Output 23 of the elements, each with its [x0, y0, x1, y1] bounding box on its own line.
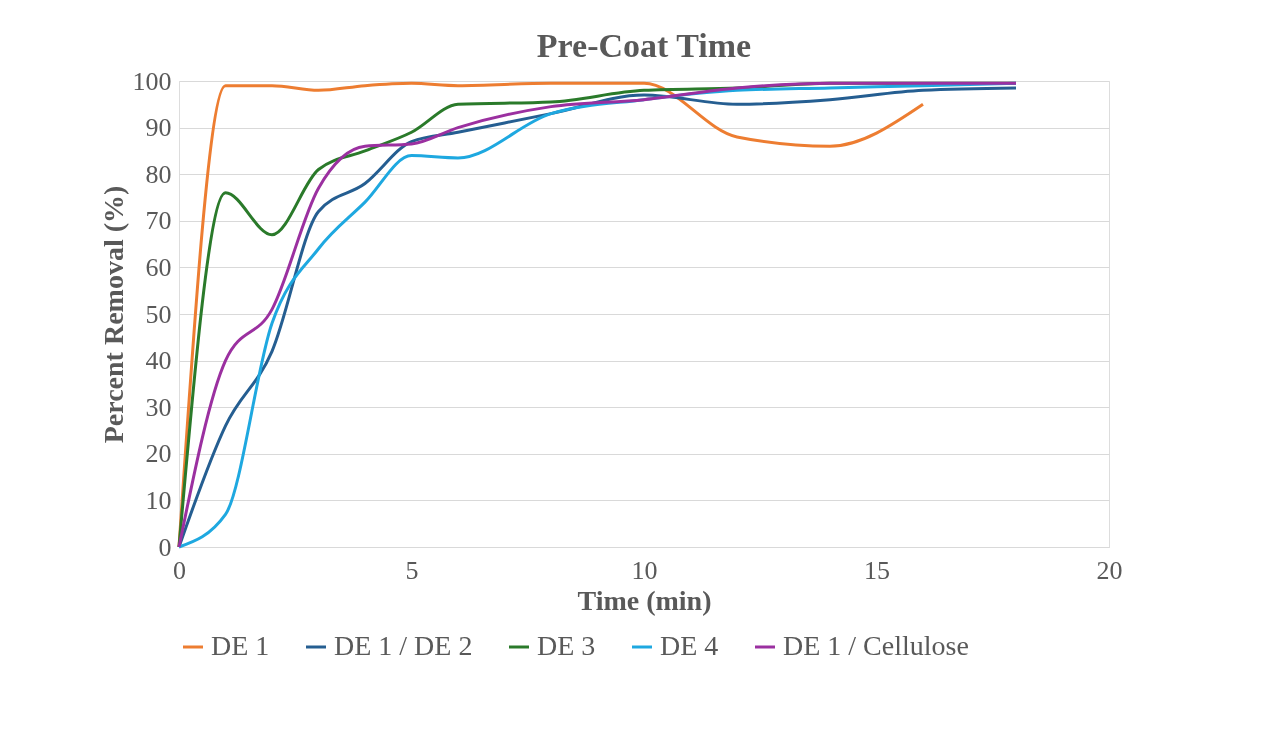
y-tick-label: 0 — [158, 532, 172, 562]
y-tick-label: 50 — [145, 299, 172, 329]
x-tick-label: 10 — [631, 555, 658, 585]
legend-label: DE 1 / DE 2 — [334, 630, 473, 661]
x-tick-label: 5 — [405, 555, 419, 585]
y-tick-label: 60 — [145, 252, 172, 282]
x-tick-label: 15 — [864, 555, 890, 585]
y-tick-label: 20 — [145, 439, 172, 469]
legend-label: DE 1 — [211, 630, 270, 661]
y-axis-title: Percent Removal (%) — [97, 185, 129, 444]
x-tick-label: 20 — [1096, 555, 1123, 585]
y-tick-label: 10 — [145, 485, 172, 515]
y-tick-label: 80 — [145, 159, 172, 189]
y-tick-label: 30 — [145, 392, 172, 422]
legend-label: DE 4 — [660, 630, 719, 661]
y-tick-label: 70 — [145, 206, 172, 236]
y-tick-label: 90 — [145, 113, 172, 143]
x-axis-title: Time (min) — [577, 584, 712, 616]
y-tick-label: 100 — [132, 66, 172, 96]
legend-label: DE 1 / Cellulose — [783, 630, 969, 661]
chart-title: Pre-Coat Time — [536, 27, 752, 64]
y-tick-label: 40 — [145, 346, 172, 376]
legend-label: DE 3 — [537, 630, 596, 661]
